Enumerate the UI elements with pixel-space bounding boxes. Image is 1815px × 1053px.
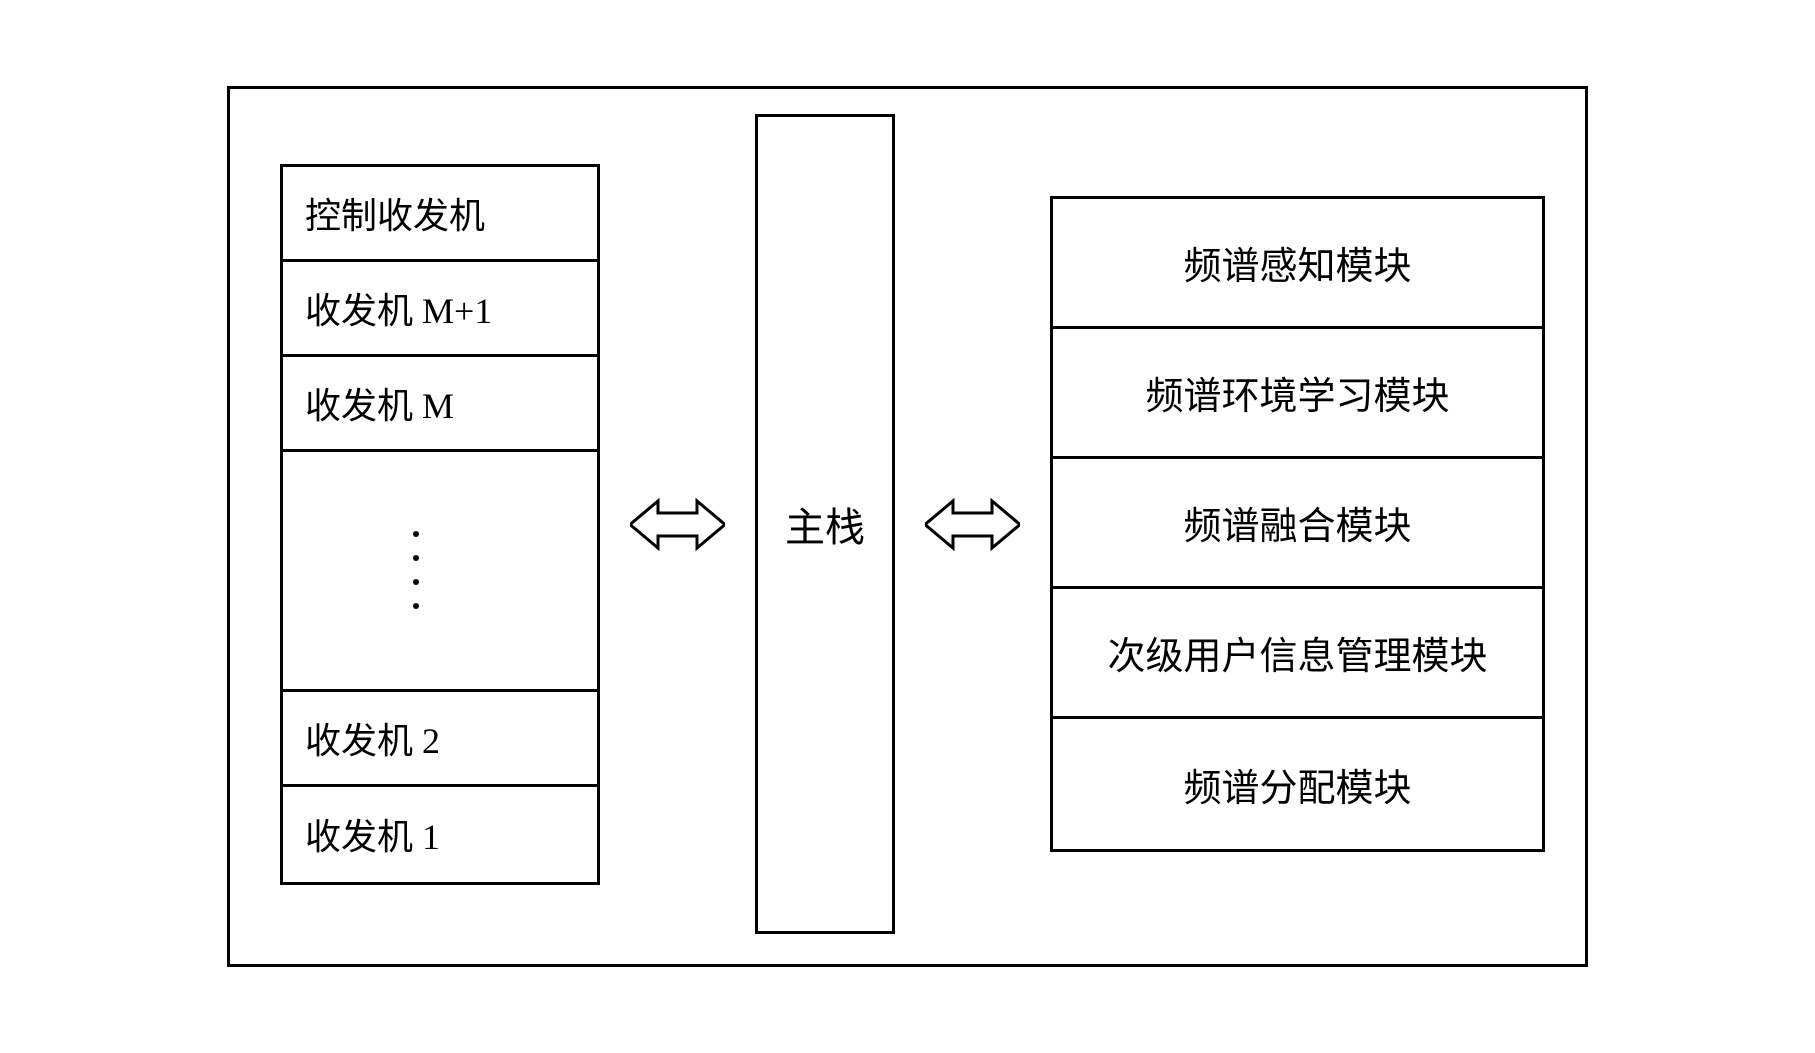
module-stack: 频谱感知模块 频谱环境学习模块 频谱融合模块 次级用户信息管理模块 频谱分配模块: [1050, 196, 1545, 852]
cell-transceiver-2: 收发机 2: [283, 692, 597, 787]
vertical-ellipsis: [283, 452, 597, 692]
cell-transceiver-m-plus-1: 收发机 M+1: [283, 262, 597, 357]
bidirectional-arrow-left: [630, 497, 725, 552]
bidirectional-arrow-right: [925, 497, 1020, 552]
transceiver-stack: 控制收发机 收发机 M+1 收发机 M 收发机 2 收发机 1: [280, 164, 600, 885]
cell-spectrum-sensing-module: 频谱感知模块: [1053, 199, 1542, 329]
cell-transceiver-1: 收发机 1: [283, 787, 597, 882]
cell-control-transceiver: 控制收发机: [283, 167, 597, 262]
main-stack: 主栈: [755, 114, 895, 934]
cell-spectrum-env-learning-module: 频谱环境学习模块: [1053, 329, 1542, 459]
cell-spectrum-allocation-module: 频谱分配模块: [1053, 719, 1542, 849]
cell-secondary-user-info-module: 次级用户信息管理模块: [1053, 589, 1542, 719]
cell-spectrum-fusion-module: 频谱融合模块: [1053, 459, 1542, 589]
diagram-frame: 控制收发机 收发机 M+1 收发机 M 收发机 2 收发机 1 主栈 频谱感知模…: [227, 86, 1588, 967]
cell-transceiver-m: 收发机 M: [283, 357, 597, 452]
